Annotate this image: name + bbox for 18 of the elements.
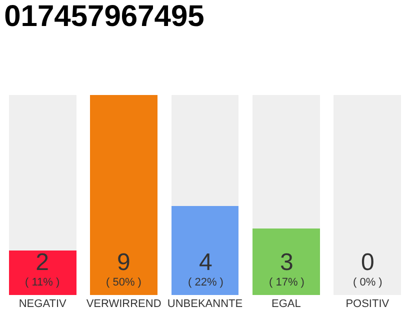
data-label: 2 ( 11% ) bbox=[25, 249, 60, 289]
bar bbox=[252, 95, 320, 228]
bar bbox=[171, 206, 239, 295]
bar bbox=[252, 228, 320, 295]
annotation: 0 ( 0% ) bbox=[353, 249, 382, 289]
x-tick-label: UNBEKANNTE bbox=[167, 298, 243, 310]
bar bbox=[90, 95, 158, 295]
data-label: 3 ( 17% ) bbox=[269, 249, 304, 289]
x-tick-label: NEGATIV bbox=[18, 298, 67, 310]
x-tick-label: VERWIRREND bbox=[86, 298, 162, 310]
bar bbox=[171, 95, 239, 206]
x-tick-label: POSITIV bbox=[346, 298, 390, 310]
chart-title: 017457967495 bbox=[4, 0, 204, 33]
bar bbox=[8, 250, 76, 295]
x-tick-label: EGAL bbox=[272, 298, 301, 310]
data-label: 9 ( 50% ) bbox=[106, 249, 142, 289]
data-label: 4 ( 22% ) bbox=[188, 249, 224, 289]
bar bbox=[8, 95, 76, 251]
